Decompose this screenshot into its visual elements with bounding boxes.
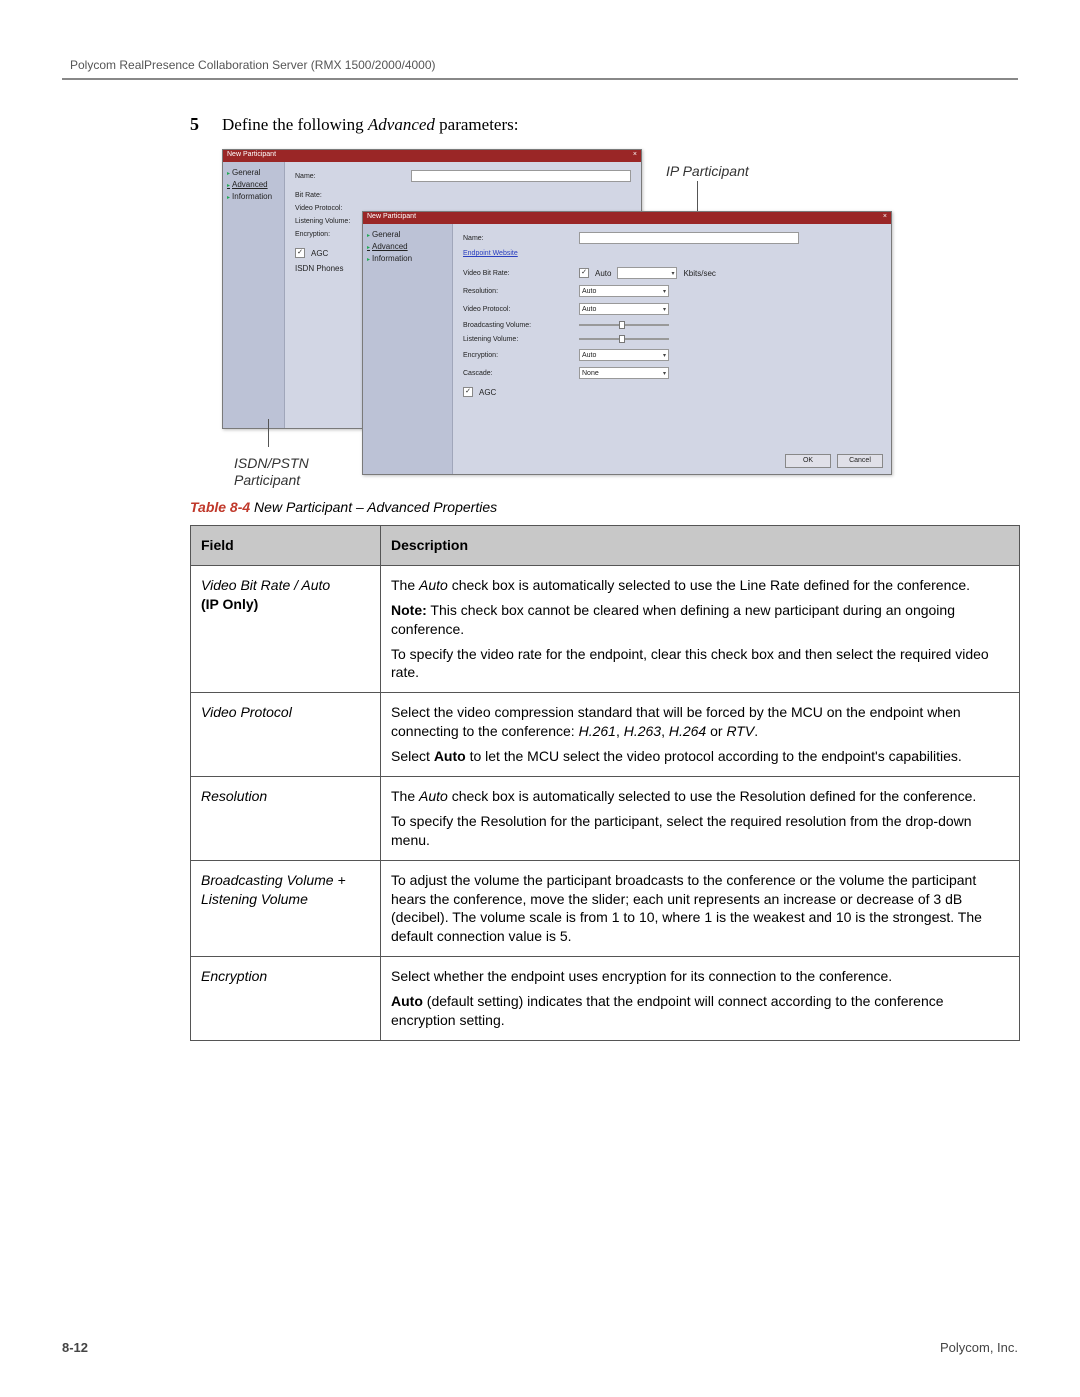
input-name[interactable] bbox=[411, 170, 631, 182]
desc-cell: To adjust the volume the participant bro… bbox=[381, 860, 1020, 957]
dialog-ip-titlebar: New Participant× bbox=[363, 212, 891, 224]
label-vprotocol: Video Protocol: bbox=[463, 306, 573, 313]
page-header: Polycom RealPresence Collaboration Serve… bbox=[70, 58, 1018, 72]
col-field: Field bbox=[191, 526, 381, 566]
screenshot-area: IP Participant New Participant× ▸General… bbox=[222, 149, 942, 489]
step-number: 5 bbox=[190, 114, 222, 135]
label-listen: Listening Volume: bbox=[463, 336, 573, 343]
field-cell: Resolution bbox=[191, 777, 381, 861]
label-vbr: Video Bit Rate: bbox=[463, 270, 573, 277]
close-icon[interactable]: × bbox=[633, 151, 637, 161]
nav-information[interactable]: ▸Information bbox=[227, 192, 280, 201]
ok-button[interactable]: OK bbox=[785, 454, 831, 468]
page-number: 8-12 bbox=[62, 1340, 88, 1355]
col-desc: Description bbox=[381, 526, 1020, 566]
label-encrypt: Encryption: bbox=[463, 352, 573, 359]
desc-cell: Select the video compression standard th… bbox=[381, 693, 1020, 777]
page-footer: 8-12 Polycom, Inc. bbox=[62, 1340, 1018, 1355]
checkbox-auto[interactable]: ✓ bbox=[579, 268, 589, 278]
desc-cell: Select whether the endpoint uses encrypt… bbox=[381, 957, 1020, 1041]
table-row: EncryptionSelect whether the endpoint us… bbox=[191, 957, 1020, 1041]
callout-isdn-participant: ISDN/PSTNParticipant bbox=[234, 455, 309, 489]
endpoint-website-link[interactable]: Endpoint Website bbox=[463, 250, 881, 257]
step-5: 5 Define the following Advanced paramete… bbox=[190, 114, 1018, 135]
slider-broadcast[interactable] bbox=[579, 321, 669, 329]
label-kbps: Kbits/sec bbox=[683, 269, 715, 278]
checkbox-agc-ip[interactable]: ✓ bbox=[463, 387, 473, 397]
table-row: Video Bit Rate / Auto(IP Only)The Auto c… bbox=[191, 565, 1020, 692]
select-bitrate[interactable]: ▾ bbox=[617, 267, 677, 279]
nav-advanced[interactable]: ▸Advanced bbox=[227, 180, 280, 189]
select-encrypt[interactable]: Auto▾ bbox=[579, 349, 669, 361]
label-auto: Auto bbox=[595, 269, 611, 278]
callout-ip-participant: IP Participant bbox=[666, 163, 749, 179]
field-cell: Encryption bbox=[191, 957, 381, 1041]
field-cell: Broadcasting Volume + Listening Volume bbox=[191, 860, 381, 957]
label-resolution: Resolution: bbox=[463, 288, 573, 295]
table-caption: Table 8-4 New Participant – Advanced Pro… bbox=[190, 499, 1018, 515]
table-row: ResolutionThe Auto check box is automati… bbox=[191, 777, 1020, 861]
desc-cell: The Auto check box is automatically sele… bbox=[381, 565, 1020, 692]
dialog-ip-main: Name: Endpoint Website Video Bit Rate: ✓… bbox=[453, 224, 891, 474]
nav-advanced[interactable]: ▸Advanced bbox=[367, 242, 448, 251]
dialog-ip: New Participant× ▸General ▸Advanced ▸Inf… bbox=[362, 211, 892, 475]
dialog-ip-nav: ▸General ▸Advanced ▸Information bbox=[363, 224, 453, 474]
dialog-isdn-titlebar: New Participant× bbox=[223, 150, 641, 162]
label-agc-ip: AGC bbox=[479, 388, 496, 397]
table-row: Broadcasting Volume + Listening VolumeTo… bbox=[191, 860, 1020, 957]
header-rule bbox=[62, 78, 1018, 80]
label-cascade: Cascade: bbox=[463, 370, 573, 377]
label-broadcast: Broadcasting Volume: bbox=[463, 322, 573, 329]
slider-listen[interactable] bbox=[579, 335, 669, 343]
desc-cell: The Auto check box is automatically sele… bbox=[381, 777, 1020, 861]
label-name: Name: bbox=[295, 173, 405, 180]
label-isdn-phones: ISDN Phones bbox=[295, 264, 343, 273]
select-vprotocol[interactable]: Auto▾ bbox=[579, 303, 669, 315]
step-text: Define the following Advanced parameters… bbox=[222, 115, 518, 135]
select-cascade[interactable]: None▾ bbox=[579, 367, 669, 379]
dialog-isdn-nav: ▸General ▸Advanced ▸Information bbox=[223, 162, 285, 428]
callout-isdn-line bbox=[268, 419, 269, 447]
label-agc: AGC bbox=[311, 249, 328, 258]
cancel-button[interactable]: Cancel bbox=[837, 454, 883, 468]
nav-general[interactable]: ▸General bbox=[367, 230, 448, 239]
table-row: Video ProtocolSelect the video compressi… bbox=[191, 693, 1020, 777]
footer-company: Polycom, Inc. bbox=[940, 1340, 1018, 1355]
checkbox-agc[interactable]: ✓ bbox=[295, 248, 305, 258]
field-cell: Video Bit Rate / Auto(IP Only) bbox=[191, 565, 381, 692]
label-name: Name: bbox=[463, 235, 573, 242]
nav-information[interactable]: ▸Information bbox=[367, 254, 448, 263]
select-resolution[interactable]: Auto▾ bbox=[579, 285, 669, 297]
input-name[interactable] bbox=[579, 232, 799, 244]
properties-table: Field Description Video Bit Rate / Auto(… bbox=[190, 525, 1020, 1041]
field-cell: Video Protocol bbox=[191, 693, 381, 777]
label-bitrate: Bit Rate: bbox=[295, 192, 405, 199]
nav-general[interactable]: ▸General bbox=[227, 168, 280, 177]
close-icon[interactable]: × bbox=[883, 213, 887, 223]
